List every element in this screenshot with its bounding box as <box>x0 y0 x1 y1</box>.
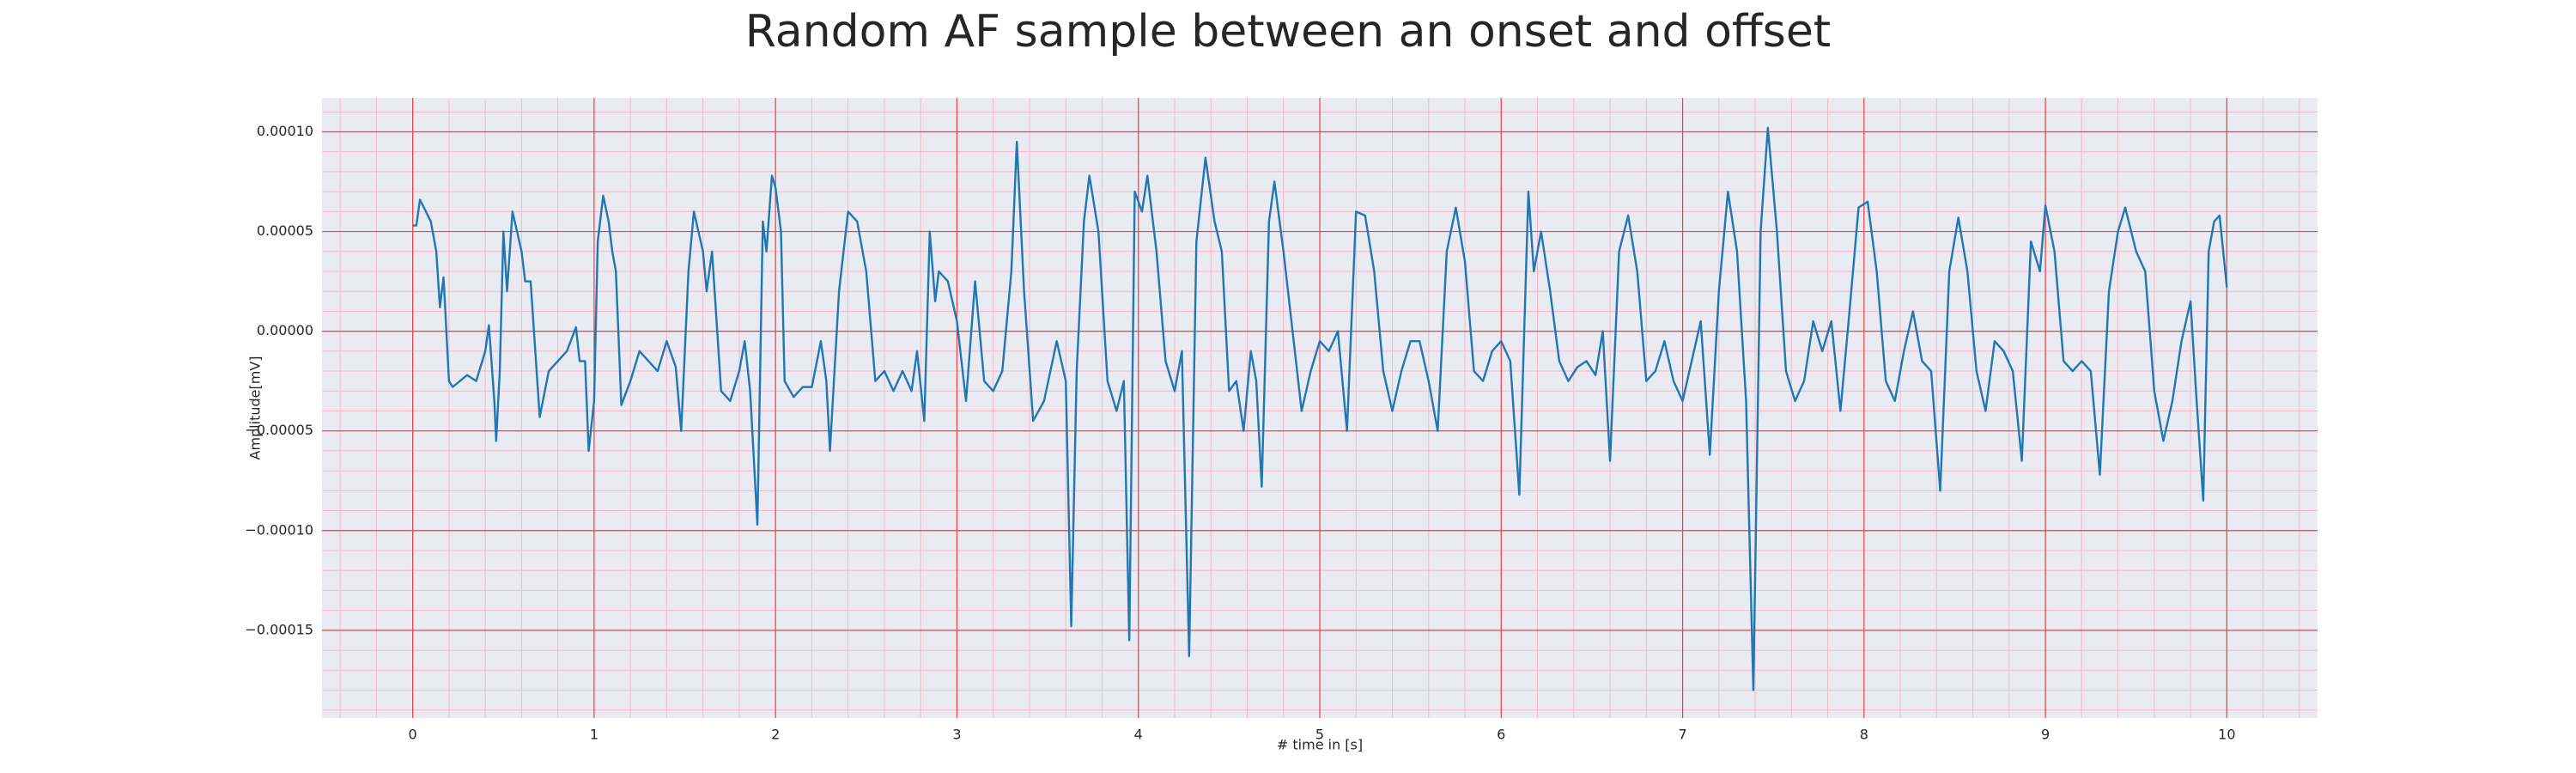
x-tick-label: 6 <box>1497 727 1505 743</box>
y-tick-label: 0.00005 <box>257 222 313 239</box>
x-tick-label: 3 <box>952 727 961 743</box>
y-tick-label: −0.00005 <box>245 422 313 438</box>
y-tick-label: −0.00015 <box>245 621 313 637</box>
x-tick-label: 4 <box>1134 727 1143 743</box>
x-axis-label: # time in [s] <box>1277 737 1363 753</box>
x-tick-label: 7 <box>1678 727 1686 743</box>
y-tick-label: 0.00000 <box>257 322 313 338</box>
x-tick-label: 0 <box>409 727 417 743</box>
y-tick-label: −0.00010 <box>245 521 313 538</box>
x-tick-label: 10 <box>2218 727 2235 743</box>
x-tick-label: 1 <box>590 727 598 743</box>
chart-title: Random AF sample between an onset and of… <box>745 6 1831 58</box>
y-tick-label: 0.00010 <box>257 123 313 139</box>
signal-line <box>412 126 2228 691</box>
x-tick-label: 5 <box>1315 727 1324 743</box>
x-tick-label: 9 <box>2041 727 2050 743</box>
x-tick-label: 2 <box>771 727 780 743</box>
x-tick-label: 8 <box>1860 727 1868 743</box>
y-axis-label: Amplitude[mV] <box>247 356 264 460</box>
